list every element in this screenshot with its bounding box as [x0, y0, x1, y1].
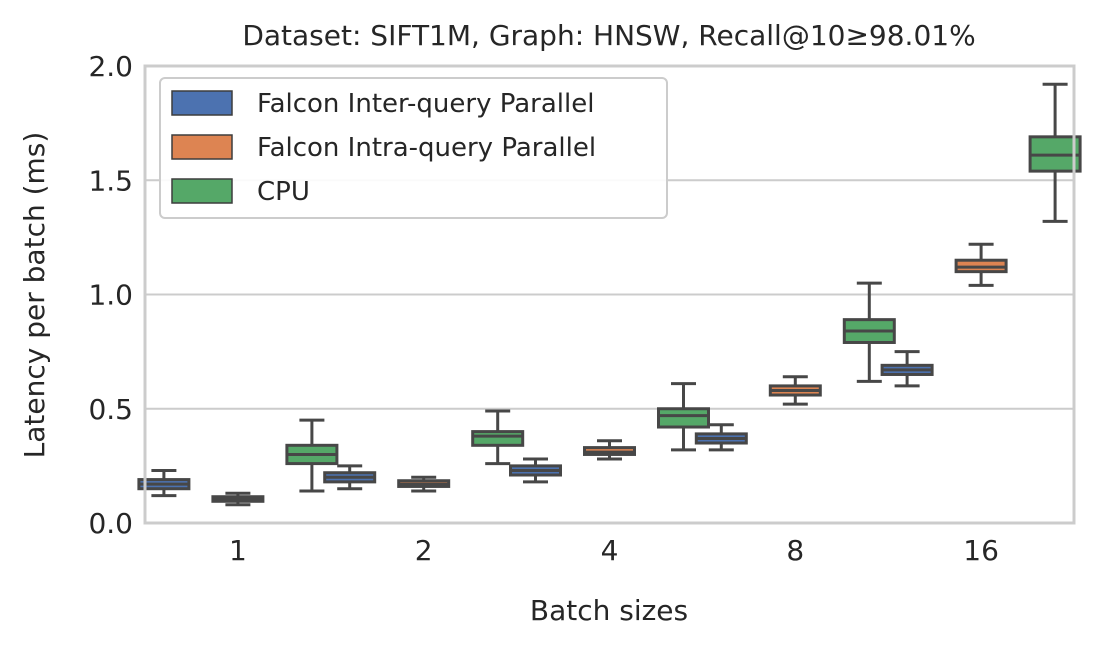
- y-tick-label: 2.0: [88, 50, 133, 83]
- box-cpu-batch-16: [1028, 82, 1082, 223]
- box-falcon-intra-query-parallel-batch-16: [954, 242, 1008, 287]
- legend: Falcon Inter-query Parallel Falcon Intra…: [159, 77, 668, 219]
- box-falcon-inter-query-parallel-batch-1: [137, 468, 191, 498]
- box-cpu-batch-2: [471, 409, 525, 466]
- chart-title: Dataset: SIFT1M, Graph: HNSW, Recall@10≥…: [242, 19, 975, 52]
- x-axis-title: Batch sizes: [530, 594, 688, 627]
- box-falcon-inter-query-parallel-batch-8: [694, 423, 748, 452]
- plot-area-frame: [143, 64, 1076, 525]
- y-tick-label: 1.0: [88, 279, 133, 312]
- x-tick-label: 4: [601, 534, 619, 567]
- y-axis-title: Latency per batch (ms): [18, 132, 51, 459]
- box-cpu-batch-1: [285, 418, 339, 493]
- iqr-box: [471, 430, 525, 447]
- legend-swatch-cpu: [171, 178, 233, 204]
- box-falcon-intra-query-parallel-batch-4: [583, 439, 636, 461]
- y-tick-label: 0.0: [88, 507, 133, 540]
- x-axis-ticks: 1 2 4 8 16: [229, 534, 999, 567]
- box-falcon-intra-query-parallel-batch-1: [211, 491, 265, 507]
- x-tick-label: 8: [786, 534, 804, 567]
- x-tick-label: 2: [415, 534, 433, 567]
- y-tick-label: 1.5: [88, 164, 133, 197]
- box-falcon-inter-query-parallel-batch-16: [880, 350, 934, 388]
- x-tick-label: 16: [963, 534, 999, 567]
- y-axis-ticks: 0.0 0.5 1.0 1.5 2.0: [88, 50, 133, 540]
- legend-swatch-inter-query: [171, 90, 233, 116]
- legend-label-inter-query: Falcon Inter-query Parallel: [257, 89, 594, 119]
- legend-swatch-intra-query: [171, 134, 233, 160]
- legend-label-cpu: CPU: [257, 177, 310, 207]
- legend-frame: [159, 77, 668, 219]
- box-cpu-batch-4: [657, 382, 710, 452]
- box-falcon-intra-query-parallel-batch-2: [397, 475, 451, 493]
- box-falcon-intra-query-parallel-batch-8: [768, 375, 822, 406]
- box-cpu-batch-8: [842, 281, 896, 383]
- box-falcon-inter-query-parallel-batch-4: [509, 457, 562, 484]
- legend-label-intra-query: Falcon Intra-query Parallel: [257, 133, 596, 163]
- box-falcon-inter-query-parallel-batch-2: [323, 464, 377, 491]
- box-series: [137, 82, 1082, 507]
- iqr-box: [657, 407, 710, 429]
- y-tick-label: 0.5: [88, 393, 133, 426]
- x-tick-label: 1: [229, 534, 247, 567]
